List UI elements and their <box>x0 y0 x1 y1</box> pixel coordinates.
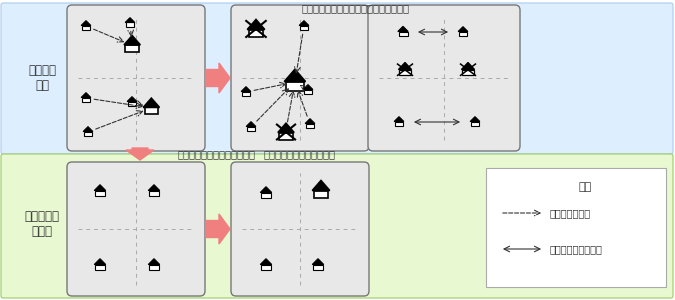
Polygon shape <box>313 265 323 269</box>
Polygon shape <box>284 69 306 82</box>
Polygon shape <box>279 133 293 140</box>
Polygon shape <box>127 97 137 101</box>
Polygon shape <box>248 29 263 37</box>
Polygon shape <box>84 131 92 136</box>
Text: 複合化・集約化: 複合化・集約化 <box>550 208 591 218</box>
Polygon shape <box>261 193 271 197</box>
Polygon shape <box>241 87 251 92</box>
Polygon shape <box>247 127 255 131</box>
Polygon shape <box>286 82 304 91</box>
Polygon shape <box>148 185 160 191</box>
Polygon shape <box>458 27 468 32</box>
FancyArrow shape <box>126 148 154 160</box>
Polygon shape <box>470 117 480 122</box>
Polygon shape <box>462 62 475 70</box>
FancyBboxPatch shape <box>231 162 369 296</box>
Polygon shape <box>95 259 106 265</box>
Polygon shape <box>247 20 265 29</box>
Polygon shape <box>81 93 91 98</box>
FancyBboxPatch shape <box>1 3 673 154</box>
Polygon shape <box>306 124 315 128</box>
Polygon shape <box>126 22 134 27</box>
FancyArrow shape <box>206 63 230 93</box>
Polygon shape <box>304 89 313 94</box>
Polygon shape <box>299 21 309 26</box>
Text: エリアごと
に配置: エリアごと に配置 <box>24 210 59 238</box>
Polygon shape <box>148 259 160 265</box>
Polygon shape <box>278 123 294 133</box>
Polygon shape <box>144 107 158 114</box>
FancyBboxPatch shape <box>1 154 673 298</box>
Polygon shape <box>394 117 404 122</box>
Text: 階層的に
配置: 階層的に 配置 <box>28 64 56 92</box>
Polygon shape <box>398 26 408 32</box>
Polygon shape <box>143 98 159 107</box>
Polygon shape <box>95 265 105 269</box>
Polygon shape <box>305 118 315 124</box>
Polygon shape <box>126 45 139 52</box>
Polygon shape <box>462 70 474 75</box>
Polygon shape <box>82 98 90 102</box>
Polygon shape <box>399 70 411 75</box>
Polygon shape <box>125 18 135 22</box>
FancyBboxPatch shape <box>67 162 205 296</box>
Polygon shape <box>83 127 93 131</box>
Polygon shape <box>82 26 90 30</box>
Polygon shape <box>242 92 250 96</box>
FancyArrow shape <box>206 214 230 244</box>
Polygon shape <box>124 36 140 45</box>
Text: 中核施設－分館関係: 中核施設－分館関係 <box>550 244 603 254</box>
Polygon shape <box>300 26 308 30</box>
Polygon shape <box>261 259 272 265</box>
Polygon shape <box>149 190 159 196</box>
Polygon shape <box>95 190 105 196</box>
FancyBboxPatch shape <box>368 5 520 151</box>
FancyBboxPatch shape <box>486 168 666 287</box>
FancyBboxPatch shape <box>67 5 205 151</box>
Polygon shape <box>95 185 106 191</box>
Polygon shape <box>261 265 271 269</box>
Polygon shape <box>128 101 136 106</box>
Text: （例）中核施設の集約化や分館数の削減: （例）中核施設の集約化や分館数の削減 <box>301 3 409 13</box>
Polygon shape <box>314 190 328 198</box>
Polygon shape <box>459 32 467 36</box>
Polygon shape <box>313 181 329 190</box>
Text: 凡例: 凡例 <box>578 182 591 192</box>
Polygon shape <box>398 32 408 36</box>
Polygon shape <box>149 265 159 269</box>
Text: （例）各施設の機能の見直し: （例）各施設の機能の見直し <box>178 149 256 159</box>
Polygon shape <box>470 122 479 126</box>
Polygon shape <box>395 122 403 126</box>
Polygon shape <box>313 259 324 265</box>
Polygon shape <box>303 85 313 89</box>
Polygon shape <box>261 187 272 193</box>
Polygon shape <box>246 122 256 127</box>
FancyBboxPatch shape <box>231 5 369 151</box>
Polygon shape <box>398 62 412 70</box>
Text: （例）エリア分けの見直し: （例）エリア分けの見直し <box>264 149 336 159</box>
Polygon shape <box>81 21 91 26</box>
